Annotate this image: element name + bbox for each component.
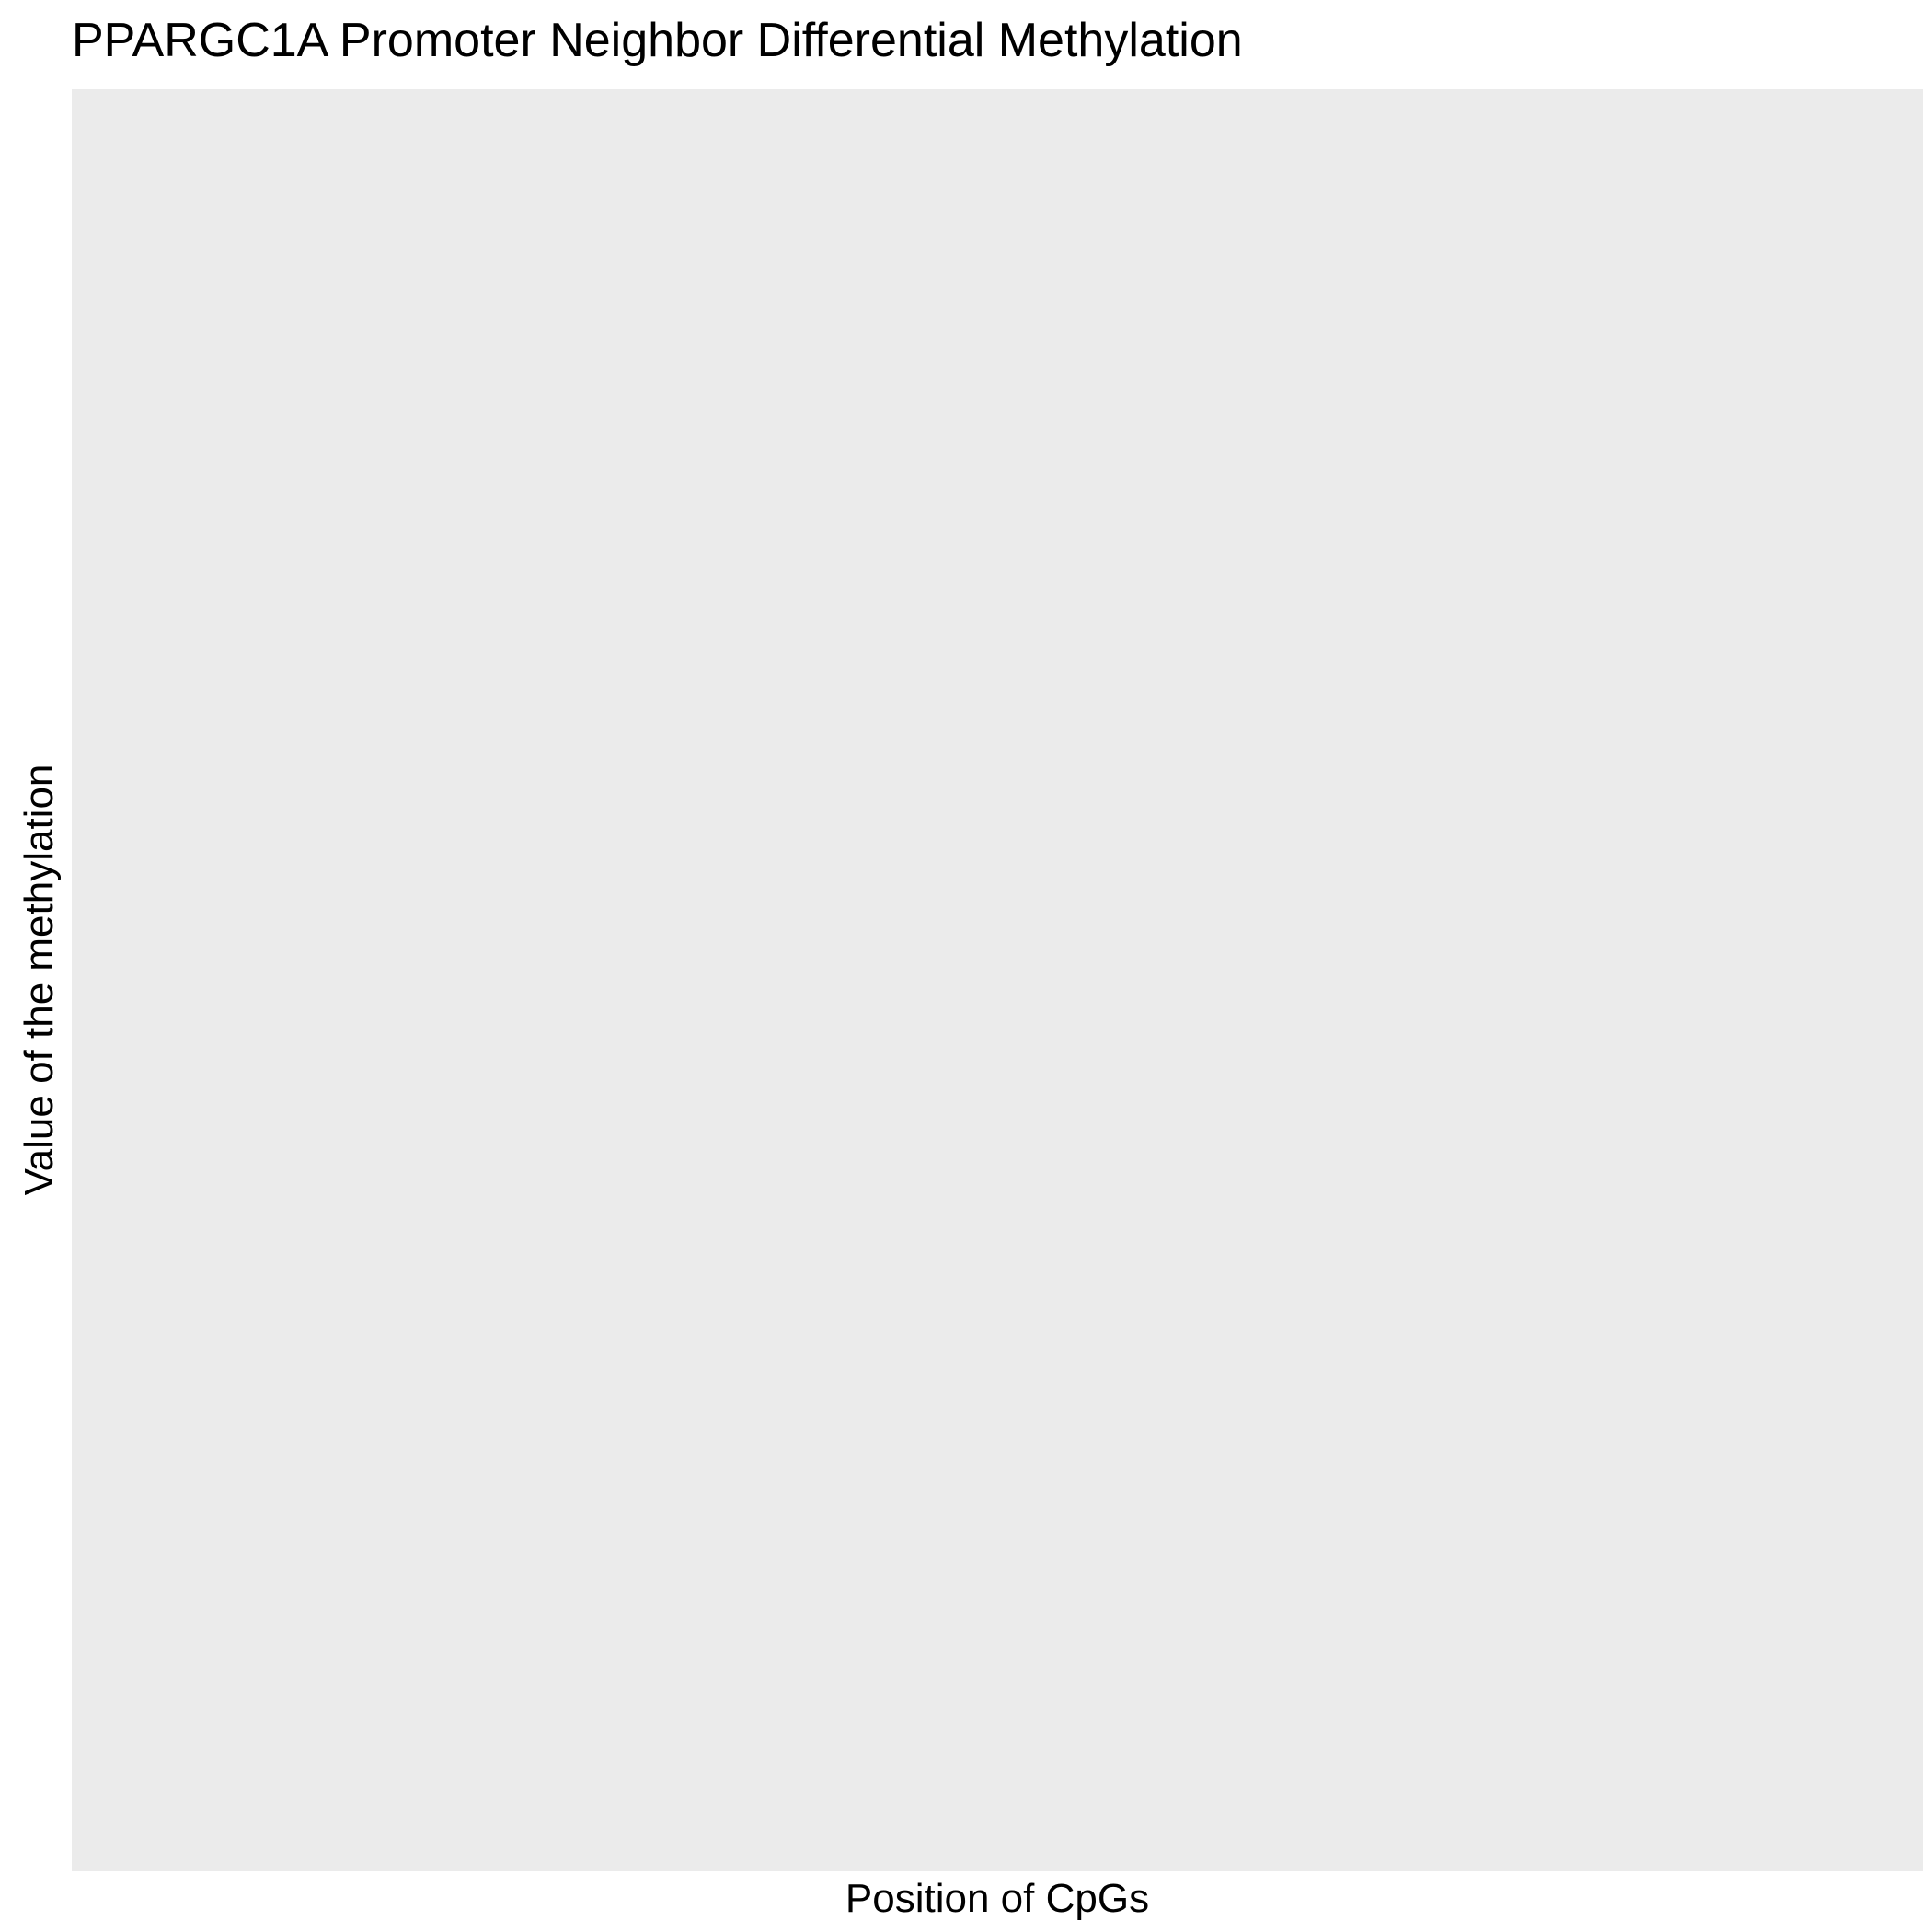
chart-title: PPARGC1A Promoter Neighbor Differential … — [72, 14, 1243, 67]
panel-background — [72, 89, 1923, 1871]
plot-panel — [72, 89, 1923, 1871]
plot-area — [72, 89, 1923, 1871]
x-axis-label: Position of CpGs — [845, 1876, 1150, 1921]
y-axis-label: Value of the methylation — [17, 764, 62, 1196]
